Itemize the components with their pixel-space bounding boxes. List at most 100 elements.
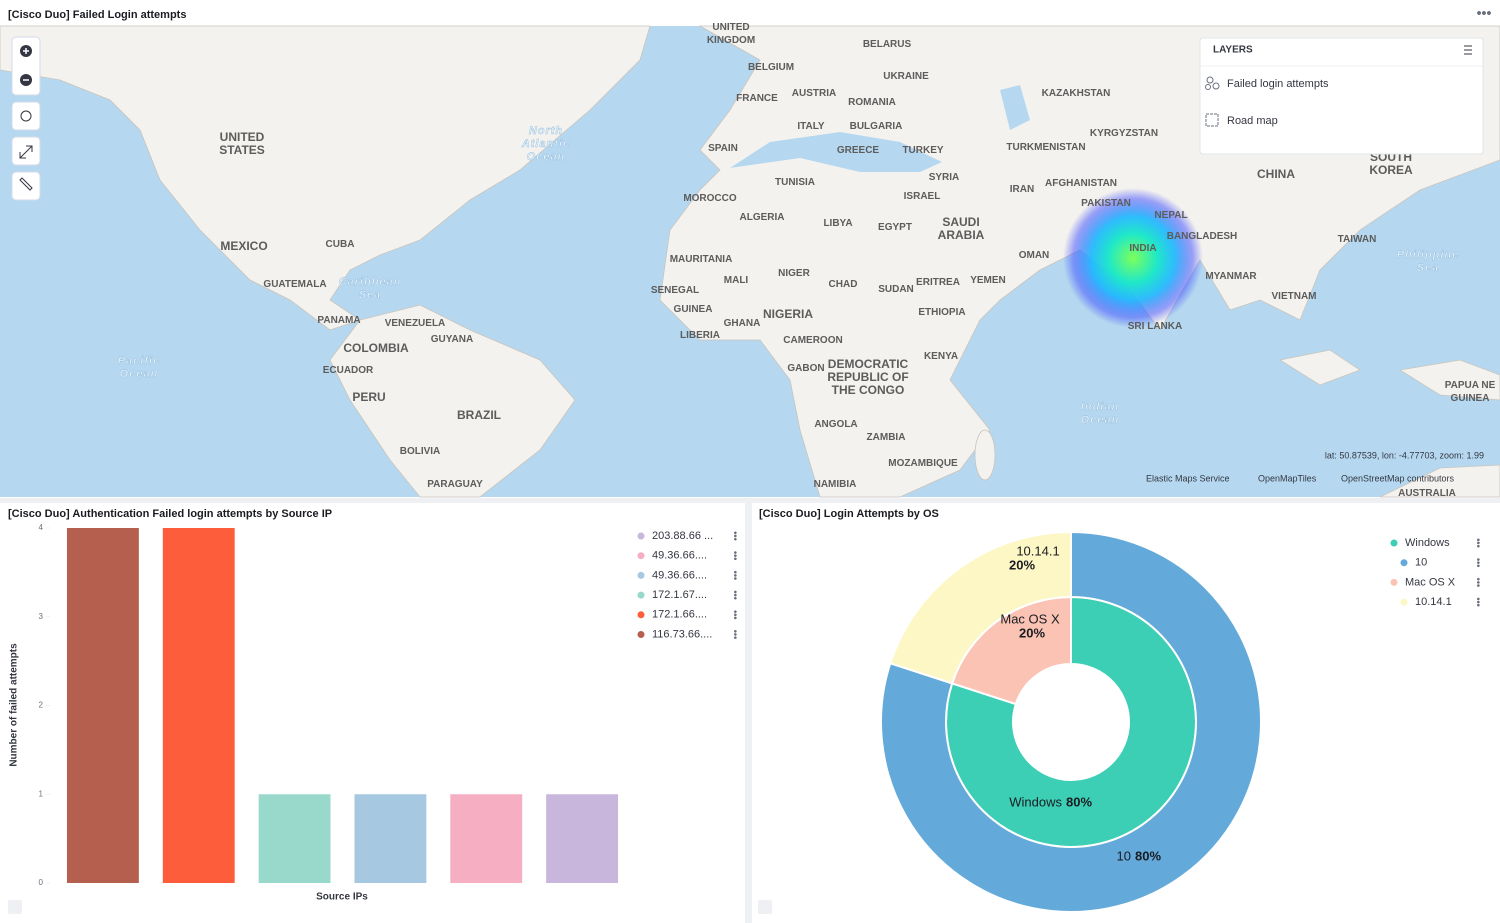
label-line: MEXICO (220, 239, 267, 253)
legend-menu[interactable]: ••• (1474, 558, 1484, 567)
ocean-label: North Atlantic Ocean (521, 125, 570, 163)
country-label: TAIWAN (1338, 234, 1377, 245)
label-line: EGYPT (878, 222, 912, 233)
y-tick-label: 4 (39, 523, 44, 532)
label-line: ETHIOPIA (918, 307, 965, 318)
country-label: VIETNAM (1272, 291, 1317, 302)
label-line: SPAIN (708, 143, 738, 154)
label-line: ITALY (797, 121, 825, 132)
legend-swatch (637, 611, 645, 619)
country-label: AUSTRIA (792, 88, 836, 99)
label-line: Atlantic (521, 138, 570, 150)
bar (546, 794, 619, 883)
slice-label: Mac OS X (1000, 611, 1060, 626)
attribution-link[interactable]: OpenMapTiles (1258, 473, 1317, 483)
legend-menu[interactable]: ••• (731, 610, 741, 619)
layer-name[interactable]: Failed login attempts (1227, 78, 1329, 90)
label-line: CUBA (326, 239, 355, 250)
layer-name[interactable]: Road map (1227, 115, 1278, 127)
country-label: NIGERIA (763, 307, 813, 321)
sea (1000, 85, 1030, 130)
country-label: COLOMBIA (343, 341, 409, 355)
label-line: FRANCE (736, 93, 778, 104)
label-line: SYRIA (929, 172, 960, 183)
label-line: ANGOLA (814, 419, 857, 430)
country-label: DEMOCRATIC REPUBLIC OF THE CONGO (827, 357, 908, 397)
legend-label[interactable]: Mac OS X (1405, 576, 1456, 588)
country-label: SRI LANKA (1128, 321, 1182, 332)
label-line: Ocean (120, 368, 159, 380)
fullscreen-button[interactable] (11, 136, 41, 166)
slice-value: 80% (1066, 794, 1092, 809)
label-line: NEPAL (1154, 210, 1187, 221)
country-label: MOZAMBIQUE (888, 458, 958, 469)
legend-label[interactable]: Windows (1405, 537, 1450, 549)
slice-label: 10.14.1 (1016, 543, 1059, 558)
country-label: BELGIUM (748, 62, 794, 73)
panel-title: [Cisco Duo] Login Attempts by OS (759, 508, 939, 520)
label-line: CAMEROON (783, 335, 842, 346)
country-label: CAMEROON (783, 335, 842, 346)
country-label: YEMEN (970, 275, 1006, 286)
label-line: Pacific (118, 355, 160, 367)
slice-value: 20% (1009, 557, 1035, 572)
legend-label[interactable]: 49.36.66.... (652, 550, 707, 562)
country-label: GHANA (724, 318, 761, 329)
legend-toggle[interactable] (758, 900, 772, 914)
legend-menu[interactable]: ••• (1474, 597, 1484, 606)
label-line: AUSTRALIA (1398, 488, 1456, 499)
label-line: Ocean (527, 151, 566, 163)
legend-label[interactable]: 10.14.1 (1415, 596, 1452, 608)
label-line: GUINEA (674, 304, 713, 315)
country-label: GUATEMALA (263, 279, 326, 290)
country-label: FRANCE (736, 93, 778, 104)
legend-menu[interactable]: ••• (731, 551, 741, 560)
legend-menu[interactable]: ••• (731, 531, 741, 540)
country-label: INDIA (1129, 243, 1156, 254)
country-label: ALGERIA (740, 212, 785, 223)
legend-label[interactable]: 172.1.67.... (652, 589, 707, 601)
legend-label[interactable]: 203.88.66 ... (652, 530, 713, 542)
land (974, 429, 996, 481)
legend-label[interactable]: 10 (1415, 557, 1427, 569)
bar (162, 528, 235, 883)
legend-menu[interactable]: ••• (731, 571, 741, 580)
legend-label[interactable]: 172.1.66.... (652, 609, 707, 621)
label-line: ECUADOR (323, 365, 374, 376)
locate-icon (20, 110, 32, 122)
label-line: KOREA (1369, 163, 1413, 177)
legend-swatch (637, 631, 645, 638)
slice (880, 530, 1262, 913)
legend-menu[interactable]: ••• (731, 590, 741, 599)
legend-toggle[interactable] (8, 900, 22, 914)
label-line: BOLIVIA (400, 446, 441, 457)
legend-menu[interactable]: ••• (731, 630, 741, 639)
country-label: GREECE (837, 145, 880, 156)
country-label: NAMIBIA (814, 479, 857, 490)
label-line: THE CONGO (832, 383, 905, 397)
legend-swatch (637, 571, 645, 579)
legend-swatch (637, 532, 645, 540)
panel-title: [Cisco Duo] Failed Login attempts (8, 9, 186, 21)
label-line: PAKISTAN (1081, 198, 1131, 209)
ocean-label: Caribbean Sea (339, 276, 402, 301)
country-label: AFGHANISTAN (1045, 178, 1117, 189)
legend-menu[interactable]: ••• (1474, 578, 1484, 587)
country-label: KENYA (924, 351, 958, 362)
layer-icon (1205, 84, 1211, 90)
label-line: GUYANA (431, 334, 473, 345)
locate-button[interactable] (11, 101, 41, 131)
legend-label[interactable]: 116.73.66.... (652, 628, 712, 640)
collapse-icon[interactable] (1464, 45, 1472, 55)
panel-menu[interactable]: ••• (1477, 5, 1492, 21)
label-line: SAUDI (942, 215, 979, 229)
attribution-link[interactable]: Elastic Maps Service (1146, 473, 1230, 483)
country-label: EGYPT (878, 222, 912, 233)
attribution-link[interactable]: OpenStreetMap contributors (1341, 473, 1455, 483)
country-label: SENEGAL (651, 285, 699, 296)
country-label: GUYANA (431, 334, 473, 345)
legend-menu[interactable]: ••• (1474, 538, 1484, 547)
label-line: SENEGAL (651, 285, 699, 296)
layers-box (1199, 37, 1484, 155)
legend-label[interactable]: 49.36.66.... (652, 569, 707, 581)
